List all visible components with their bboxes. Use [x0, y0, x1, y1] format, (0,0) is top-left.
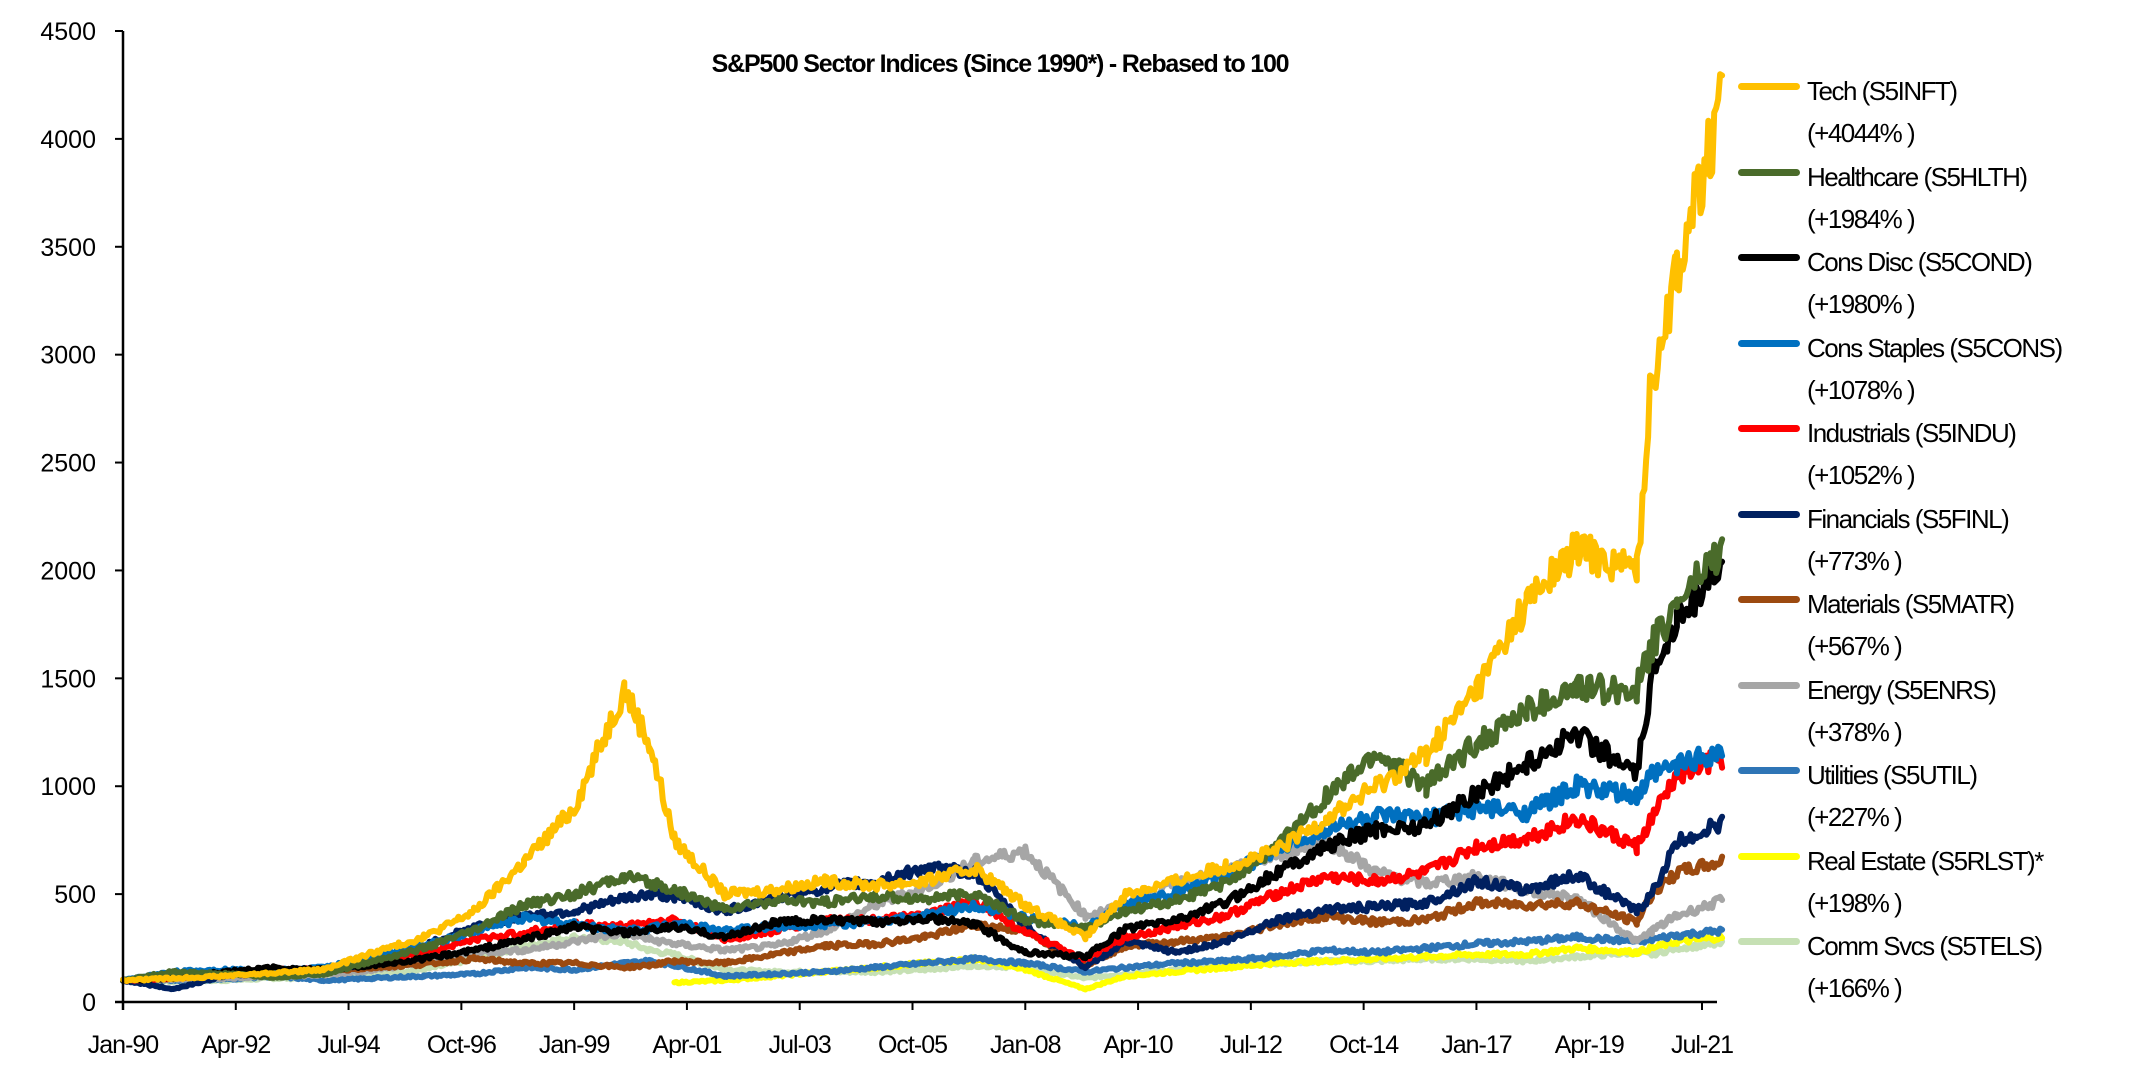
y-tick-label: 1000: [40, 773, 96, 801]
y-tick-label: 500: [54, 881, 96, 909]
legend-label: Cons Disc (S5COND) (+1980% ): [1807, 241, 2033, 325]
legend-label: Comm Svcs (S5TELS) (+166% ): [1807, 925, 2043, 1009]
y-tick-label: 3000: [40, 342, 96, 370]
axes: [115, 31, 1717, 1010]
x-tick-label: Jan-90: [88, 1031, 159, 1059]
legend-series-name: Comm Svcs (S5TELS): [1807, 931, 2043, 961]
legend-swatch: [1738, 425, 1800, 432]
x-tick-label: Jul-03: [769, 1031, 831, 1059]
legend-swatch: [1738, 168, 1800, 176]
series-line-utilities: [120, 925, 1726, 985]
legend-series-change: (+166% ): [1807, 973, 1903, 1003]
series-line-healthcare: [120, 536, 1726, 984]
y-tick-label: 2000: [40, 557, 96, 585]
legend-series-change: (+227% ): [1807, 802, 1903, 832]
legend-series-change: (+1984% ): [1807, 203, 1916, 234]
x-tick-label: Jan-99: [539, 1031, 610, 1059]
y-tick-label: 1500: [40, 665, 96, 693]
legend-series-name: Healthcare (S5HLTH): [1807, 161, 2028, 192]
legend-series-change: (+1078% ): [1807, 374, 1916, 405]
legend-label: Materials (S5MATR) (+567% ): [1807, 583, 2015, 667]
x-tick-label: Jul-94: [318, 1031, 381, 1059]
y-tick-label: 4000: [40, 126, 96, 154]
legend-series-change: (+378% ): [1807, 716, 1903, 747]
legend-swatch: [1738, 510, 1800, 518]
legend-swatch: [1738, 681, 1800, 689]
legend-series-change: (+1980% ): [1807, 289, 1916, 319]
y-tick-label: 2500: [40, 450, 96, 478]
x-tick-label: Oct-96: [427, 1031, 496, 1059]
x-tick-label: Jul-21: [1671, 1031, 1733, 1059]
legend-series-name: Tech (S5INFT): [1807, 76, 1958, 106]
legend-label: Real Estate (S5RLST)* (+198% ): [1807, 840, 2044, 924]
legend-series-change: (+1052% ): [1807, 460, 1916, 490]
legend-series-name: Materials (S5MATR): [1807, 589, 2015, 619]
legend-swatch: [1738, 83, 1800, 90]
legend-series-name: Real Estate (S5RLST)*: [1807, 845, 2044, 876]
chart-title: S&P500 Sector Indices (Since 1990*) - Re…: [712, 50, 1289, 78]
x-ticks: Jan-90 Apr-92 Jul-94 Oct-96 Jan-99 Apr-01 Jul-…: [88, 1002, 1734, 1059]
x-tick-label: Oct-05: [878, 1031, 947, 1059]
legend-swatch: [1738, 938, 1800, 945]
x-tick-label: Apr-92: [201, 1031, 270, 1059]
x-tick-label: Apr-19: [1555, 1031, 1624, 1059]
legend-series-name: Cons Staples (S5CONS): [1807, 332, 2063, 363]
legend-series-change: (+567% ): [1807, 631, 1903, 661]
x-tick-label: Jul-12: [1220, 1031, 1282, 1059]
legend-swatch: [1738, 596, 1800, 603]
series-line-comm: [120, 932, 1726, 986]
legend-label: Tech (S5INFT) (+4044% ): [1807, 70, 1958, 154]
series-line-cons: [120, 558, 1726, 984]
x-tick-label: Jan-17: [1441, 1031, 1512, 1059]
legend-series-name: Cons Disc (S5COND): [1807, 247, 2033, 277]
legend-series-change: (+773% ): [1807, 545, 1903, 576]
series-layer: [120, 71, 1726, 993]
legend-series-change: (+4044% ): [1807, 118, 1916, 148]
series-line-tech: [120, 71, 1726, 984]
legend-label: Financials (S5FINL) (+773% ): [1807, 498, 2010, 582]
x-tick-label: Apr-01: [652, 1031, 721, 1059]
legend-series-name: Industrials (S5INDU): [1807, 418, 2017, 448]
legend-series-name: Utilities (S5UTIL): [1807, 760, 1978, 790]
x-tick-label: Oct-14: [1329, 1031, 1399, 1059]
x-tick-label: Apr-10: [1104, 1031, 1173, 1059]
legend-swatch: [1738, 339, 1800, 347]
y-ticks: 0 500 1000 1500 2000 2500 3000 3500 4000 4500: [40, 18, 123, 1017]
x-tick-label: Jan-08: [990, 1031, 1061, 1059]
y-tick-label: 0: [82, 989, 96, 1017]
legend-series-name: Energy (S5ENRS): [1807, 674, 1997, 705]
legend-label: Cons Staples (S5CONS) (+1078% ): [1807, 327, 2063, 411]
legend-series-name: Financials (S5FINL): [1807, 503, 2010, 534]
legend-label: Healthcare (S5HLTH) (+1984% ): [1807, 156, 2028, 240]
legend-series-change: (+198% ): [1807, 887, 1903, 918]
legend-label: Energy (S5ENRS) (+378% ): [1807, 669, 1997, 753]
legend-swatch: [1738, 254, 1800, 261]
legend-swatch: [1738, 852, 1800, 860]
legend-swatch: [1738, 767, 1800, 774]
legend-label: Utilities (S5UTIL) (+227% ): [1807, 754, 1978, 838]
y-tick-label: 3500: [40, 234, 96, 262]
y-tick-label: 4500: [40, 18, 96, 46]
legend-label: Industrials (S5INDU) (+1052% ): [1807, 412, 2017, 496]
